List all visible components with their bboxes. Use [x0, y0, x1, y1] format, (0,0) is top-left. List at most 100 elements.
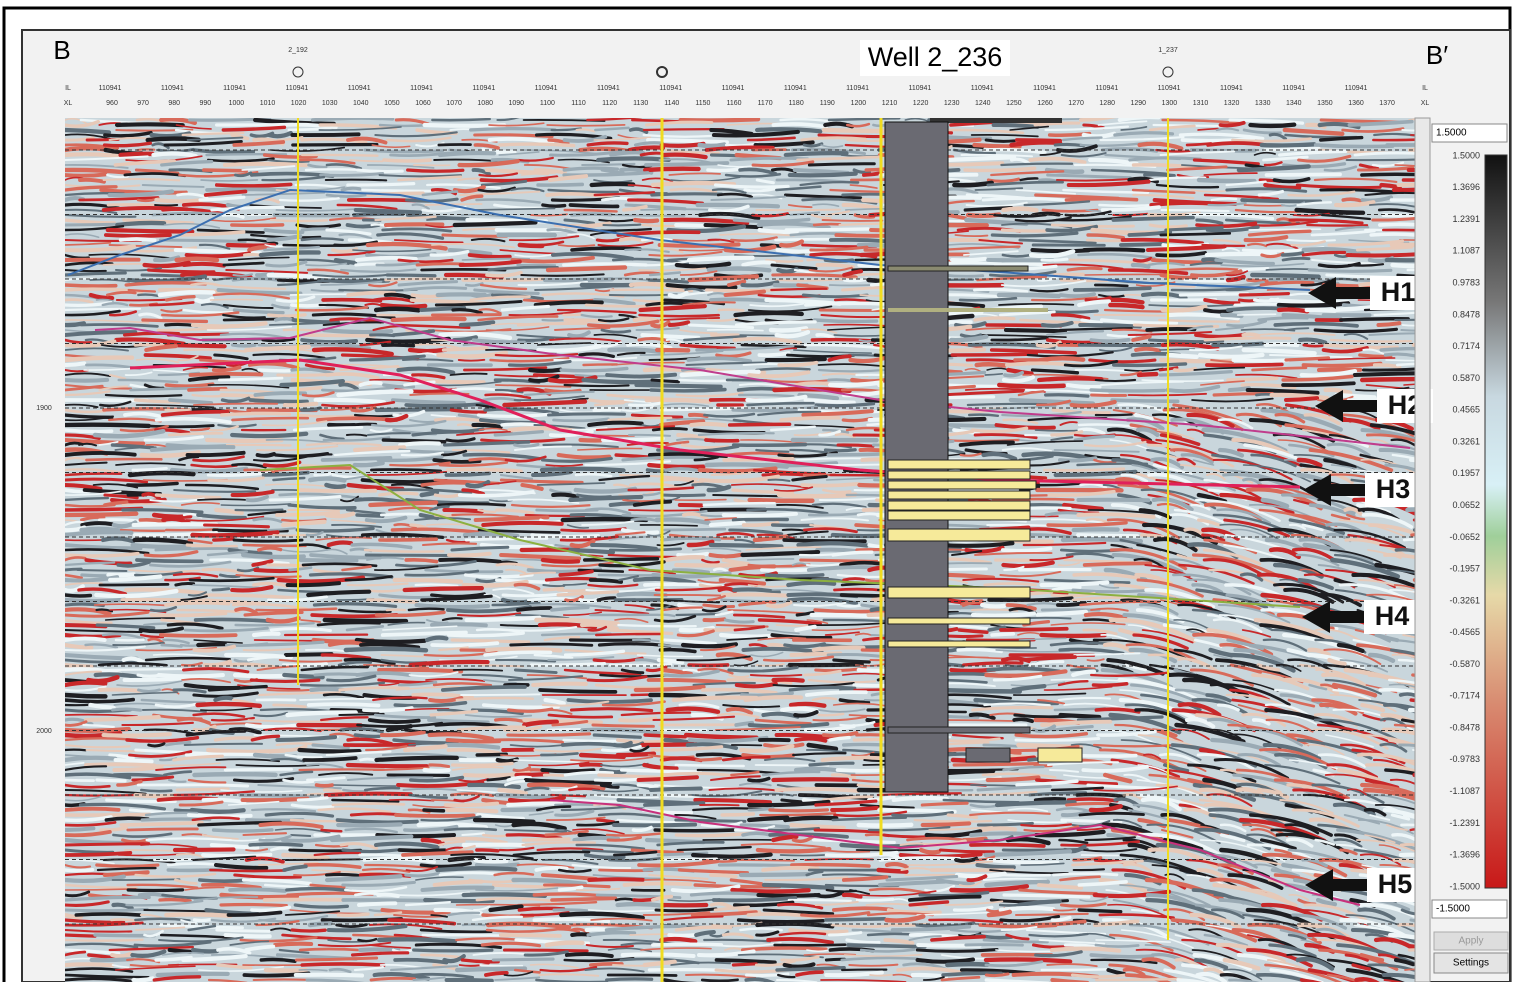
reflector	[261, 959, 295, 961]
colorbar-label: -0.5870	[1449, 659, 1480, 669]
reflector	[922, 803, 967, 805]
reflector	[446, 804, 498, 806]
reflector	[977, 364, 1005, 365]
shale-bed	[888, 308, 1048, 312]
reflector	[736, 313, 802, 315]
reflector	[108, 574, 134, 575]
reflector	[503, 809, 541, 810]
reflector	[470, 255, 510, 257]
reflector	[65, 540, 107, 541]
reflector	[652, 380, 678, 382]
reflector	[986, 140, 1014, 141]
crossline-label: 970	[137, 100, 149, 107]
reflector	[386, 224, 442, 225]
reflector	[338, 820, 417, 822]
reflector	[361, 759, 377, 760]
reflector	[1242, 200, 1320, 201]
reflector	[559, 455, 610, 458]
reflector	[313, 118, 393, 120]
reflector	[475, 820, 533, 822]
reflector	[1125, 295, 1144, 296]
reflector	[343, 790, 367, 791]
reflector	[247, 725, 295, 727]
reflector	[954, 183, 991, 185]
reflector	[1003, 209, 1036, 211]
reflector	[236, 510, 283, 511]
crossline-label: 1140	[664, 100, 679, 107]
reflector	[629, 510, 699, 511]
reflector	[600, 675, 669, 677]
reflector	[946, 157, 1014, 160]
reflector	[65, 780, 94, 781]
reflector	[819, 714, 844, 715]
reflector	[125, 850, 178, 851]
reflector	[371, 978, 414, 980]
reflector	[65, 285, 116, 286]
reflector	[326, 180, 386, 181]
reflector	[245, 254, 261, 255]
reflector	[139, 690, 160, 692]
reflector	[1175, 369, 1196, 371]
reflector	[1395, 165, 1414, 166]
time-label: 2000	[36, 728, 52, 735]
reflector	[796, 383, 833, 385]
reflector	[1275, 324, 1357, 326]
reflector	[447, 810, 496, 811]
reflector	[1055, 144, 1083, 145]
reflector	[999, 295, 1059, 296]
reflector	[357, 515, 383, 516]
reflector	[285, 404, 317, 405]
reflector	[570, 205, 617, 206]
reflector	[97, 780, 125, 781]
reflector	[1011, 142, 1060, 145]
reflector	[106, 235, 170, 236]
reflector	[743, 833, 768, 835]
reflector	[233, 345, 255, 346]
reflector	[595, 409, 620, 410]
reflector	[548, 267, 625, 270]
reflector	[809, 164, 874, 165]
reflector	[894, 798, 947, 800]
reflector	[363, 190, 435, 191]
reflector	[378, 895, 397, 896]
reflector	[739, 395, 793, 396]
reflector	[459, 360, 485, 361]
reflector	[416, 585, 458, 586]
reflector	[471, 129, 555, 130]
shale-bed	[888, 266, 1028, 271]
reflector	[823, 220, 883, 221]
reflector	[691, 893, 758, 895]
reflector	[417, 605, 488, 607]
reflector	[1068, 799, 1116, 801]
inline-label: 110941	[659, 85, 682, 92]
reflector	[86, 459, 161, 460]
reflector	[65, 430, 112, 432]
reflector	[1136, 349, 1159, 351]
reflector	[80, 180, 104, 182]
shale-bed	[888, 727, 1030, 733]
reflector	[454, 670, 503, 671]
reflector	[129, 290, 155, 291]
reflector	[686, 735, 756, 738]
reflector	[187, 545, 236, 547]
reflector	[500, 144, 574, 146]
reflector	[749, 818, 787, 820]
reflector	[660, 650, 694, 652]
reflector	[774, 779, 848, 780]
reflector	[959, 630, 987, 632]
colorbar-label: -1.5000	[1449, 881, 1480, 891]
reflector	[1239, 268, 1268, 270]
reflector	[117, 223, 164, 225]
colorbar-label: -0.7174	[1449, 691, 1480, 701]
reflector	[142, 275, 183, 276]
reflector	[128, 483, 177, 485]
reflector	[677, 614, 721, 615]
reflector	[65, 814, 150, 815]
reflector	[381, 514, 420, 515]
crossline-label: 1030	[322, 100, 338, 107]
reflector	[134, 978, 153, 980]
reflector	[396, 815, 474, 816]
reflector	[377, 758, 457, 760]
colorbar-label: 0.7174	[1452, 341, 1480, 351]
reflector	[158, 974, 228, 975]
